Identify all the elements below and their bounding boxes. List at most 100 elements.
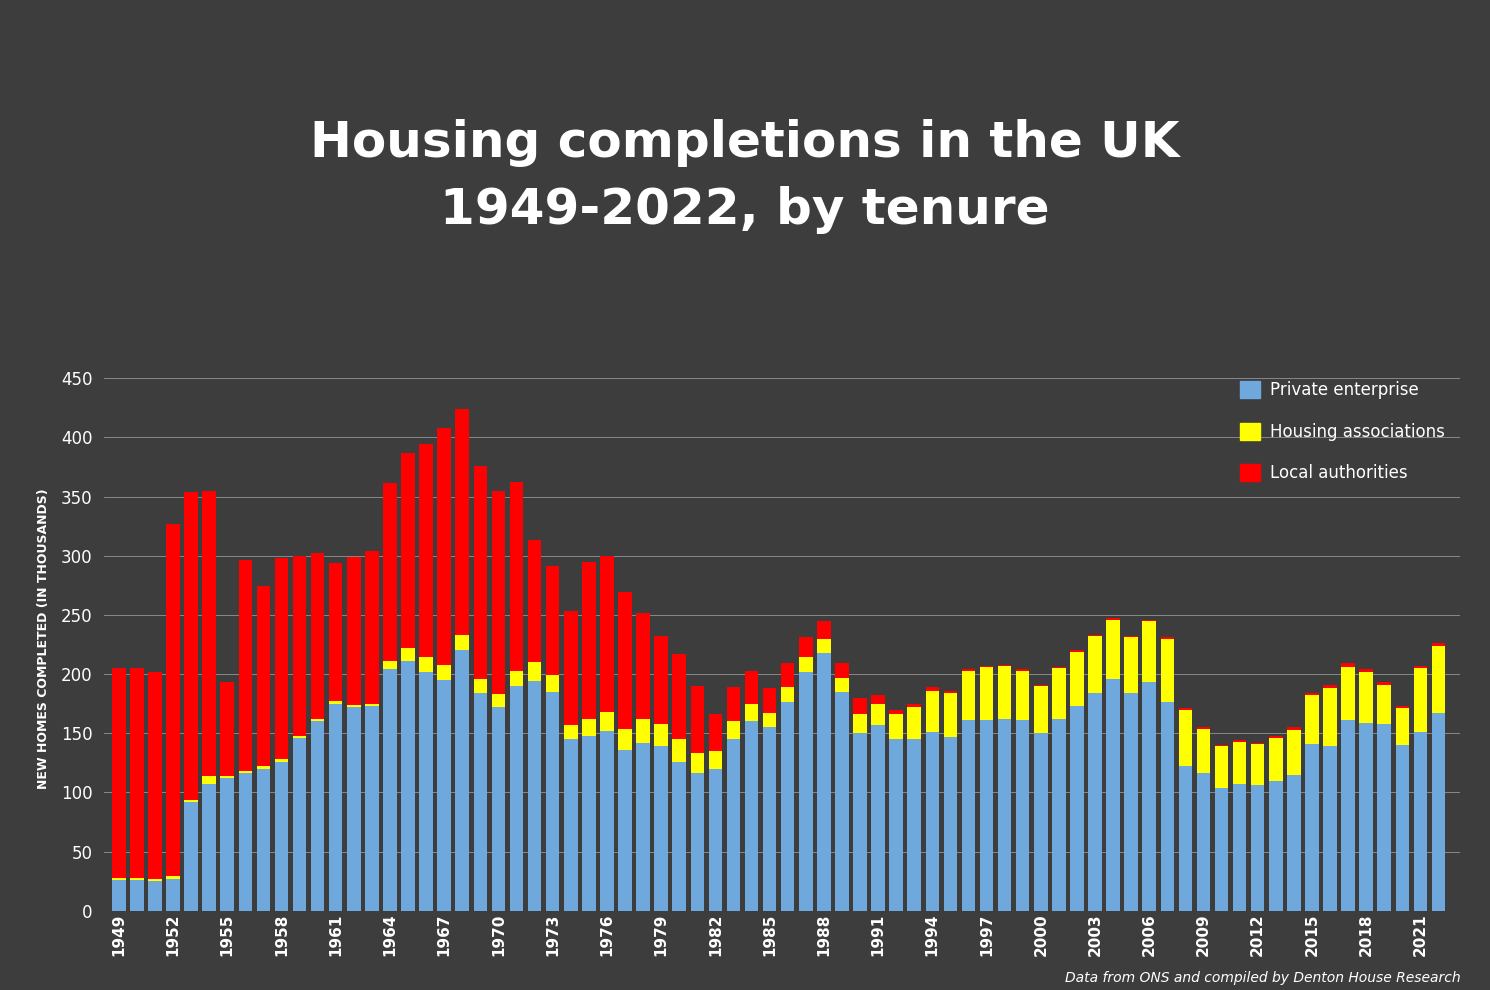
Bar [492, 694, 505, 707]
Bar [998, 719, 1012, 911]
Bar [583, 561, 596, 719]
Bar [834, 692, 849, 911]
Bar [998, 664, 1012, 665]
Bar [438, 680, 451, 911]
Bar [527, 541, 541, 662]
Bar [329, 704, 343, 911]
Bar [961, 670, 976, 721]
Bar [510, 670, 523, 686]
Bar [961, 721, 976, 911]
Bar [1414, 665, 1427, 668]
Bar [1287, 730, 1301, 774]
Bar [980, 721, 994, 911]
Bar [834, 663, 849, 677]
Bar [672, 740, 685, 761]
Bar [618, 749, 632, 911]
Bar [112, 880, 125, 911]
Bar [1214, 745, 1228, 746]
Bar [1161, 639, 1174, 703]
Bar [1252, 742, 1265, 743]
Bar [854, 698, 867, 715]
Bar [872, 695, 885, 704]
Bar [1161, 638, 1174, 639]
Bar [817, 639, 830, 652]
Bar [872, 725, 885, 911]
Bar [419, 657, 434, 671]
Bar [545, 692, 559, 911]
Bar [1341, 667, 1354, 721]
Bar [274, 558, 288, 759]
Bar [998, 666, 1012, 719]
Text: Housing completions in the UK
1949-2022, by tenure: Housing completions in the UK 1949-2022,… [310, 119, 1180, 234]
Bar [1052, 667, 1065, 668]
Bar [112, 878, 125, 880]
Bar [872, 704, 885, 725]
Bar [492, 491, 505, 694]
Bar [203, 784, 216, 911]
Bar [130, 878, 143, 880]
Bar [1341, 663, 1354, 667]
Bar [1377, 724, 1392, 911]
Bar [1106, 679, 1120, 911]
Bar [347, 556, 361, 705]
Bar [727, 687, 741, 722]
Bar [1196, 728, 1210, 729]
Bar [854, 715, 867, 734]
Bar [1106, 620, 1120, 679]
Bar [1070, 650, 1083, 651]
Bar [890, 740, 903, 911]
Bar [1305, 695, 1319, 743]
Bar [527, 681, 541, 911]
Bar [148, 879, 162, 881]
Bar [1323, 746, 1337, 911]
Bar [1161, 703, 1174, 911]
Bar [943, 737, 957, 911]
Bar [709, 769, 723, 911]
Bar [1106, 619, 1120, 620]
Bar [1070, 706, 1083, 911]
Bar [1088, 693, 1101, 911]
Bar [1396, 709, 1410, 745]
Bar [148, 671, 162, 879]
Bar [185, 802, 198, 911]
Bar [167, 524, 180, 876]
Bar [1070, 651, 1083, 706]
Bar [311, 722, 325, 911]
Bar [727, 740, 741, 911]
Bar [1179, 710, 1192, 766]
Bar [203, 776, 216, 784]
Bar [1432, 713, 1445, 911]
Bar [185, 492, 198, 800]
Bar [654, 637, 668, 724]
Bar [1432, 644, 1445, 645]
Bar [907, 704, 921, 707]
Bar [1016, 721, 1030, 911]
Bar [1034, 685, 1047, 686]
Bar [672, 654, 685, 740]
Bar [600, 555, 614, 712]
Bar [799, 657, 812, 671]
Bar [636, 742, 650, 911]
Bar [545, 675, 559, 692]
Bar [401, 661, 414, 911]
Bar [890, 710, 903, 715]
Bar [1269, 780, 1283, 911]
Bar [419, 671, 434, 911]
Bar [925, 691, 939, 732]
Bar [1252, 743, 1265, 785]
Bar [383, 661, 396, 669]
Bar [545, 566, 559, 675]
Bar [1214, 788, 1228, 911]
Bar [690, 753, 705, 773]
Bar [292, 738, 307, 911]
Bar [1305, 693, 1319, 695]
Bar [1088, 635, 1101, 637]
Bar [745, 704, 758, 722]
Bar [1034, 686, 1047, 734]
Bar [365, 706, 378, 911]
Bar [781, 663, 794, 687]
Bar [600, 731, 614, 911]
Bar [563, 725, 578, 740]
Bar [438, 428, 451, 664]
Bar [238, 560, 252, 771]
